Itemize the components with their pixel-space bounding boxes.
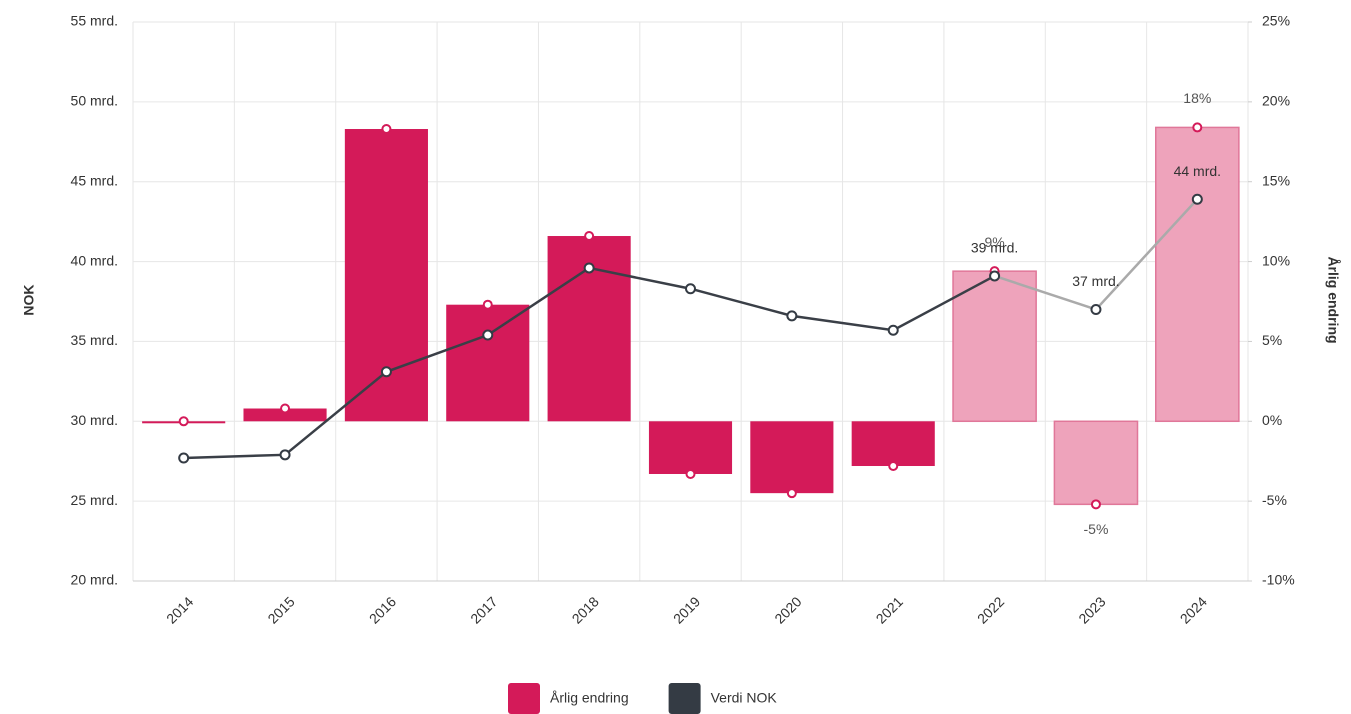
y-tick-label: 45 mrd.: [71, 172, 118, 188]
bar: [851, 421, 935, 467]
y2-axis-label: Årlig endring: [1325, 256, 1341, 343]
bar-marker: [786, 488, 797, 499]
bar-marker: [1192, 122, 1203, 133]
bar: [648, 421, 733, 474]
line-marker: [887, 324, 899, 336]
y-axis-label: NOK: [21, 284, 37, 315]
bar-marker: [888, 461, 899, 472]
y-tick-label: 20 mrd.: [71, 572, 118, 588]
y2-tick-label: -5%: [1262, 492, 1287, 508]
bar-marker: [280, 403, 291, 414]
line-marker: [583, 262, 595, 274]
legend-swatch: [668, 683, 701, 714]
y2-tick-label: -10%: [1262, 572, 1295, 588]
bar-value-label: 18%: [1183, 90, 1211, 106]
x-tick-label: 2014: [163, 593, 196, 626]
line-marker: [178, 452, 190, 464]
line-marker: [685, 283, 696, 295]
x-tick-label: 2023: [1075, 593, 1108, 626]
bar: [344, 129, 428, 422]
y2-tick-label: 15%: [1262, 172, 1290, 188]
bar: [952, 270, 1037, 423]
x-tick-label: 2019: [670, 593, 703, 626]
x-tick-label: 2017: [467, 593, 500, 626]
bar-value-label: -5%: [1084, 521, 1109, 537]
bar: [1155, 126, 1240, 423]
line-value-label: 44 mrd.: [1174, 163, 1221, 179]
line-marker: [482, 329, 494, 341]
bar: [750, 421, 834, 494]
y-tick-label: 55 mrd.: [71, 13, 118, 29]
y2-tick-label: 20%: [1262, 93, 1290, 109]
y-tick-label: 30 mrd.: [71, 412, 118, 428]
bar: [446, 304, 530, 422]
y2-tick-label: 10%: [1262, 252, 1290, 268]
y-tick-label: 40 mrd.: [71, 252, 118, 268]
bar-marker: [584, 231, 595, 242]
y2-tick-label: 5%: [1262, 332, 1282, 348]
y-tick-label: 25 mrd.: [71, 492, 118, 508]
line-value-label: 39 mrd.: [971, 240, 1018, 256]
bar-marker: [381, 124, 392, 135]
line-marker: [380, 366, 392, 378]
x-tick-label: 2015: [264, 593, 297, 626]
y-tick-label: 35 mrd.: [71, 332, 118, 348]
bar: [243, 408, 327, 422]
line-marker: [786, 310, 798, 322]
y-tick-label: 50 mrd.: [71, 93, 118, 109]
line-value-label: 37 mrd.: [1072, 273, 1119, 289]
y2-tick-label: 25%: [1262, 13, 1290, 29]
line-marker: [279, 449, 291, 461]
x-tick-label: 2016: [366, 593, 399, 626]
legend-label: Årlig endring: [550, 690, 629, 706]
x-tick-label: 2022: [974, 593, 1007, 626]
bar-marker: [685, 468, 696, 479]
bar-marker: [178, 416, 189, 427]
x-tick-label: 2018: [569, 593, 602, 626]
x-tick-label: 2024: [1177, 593, 1210, 626]
bar-value-label: 9%: [984, 234, 1004, 250]
bar: [1053, 420, 1139, 506]
x-tick-label: 2021: [873, 593, 906, 626]
bar-marker: [482, 299, 493, 310]
line-marker: [989, 270, 1001, 282]
line-marker: [1090, 303, 1102, 315]
legend-swatch: [508, 683, 540, 714]
line-marker: [1191, 193, 1203, 205]
x-tick-label: 2020: [771, 593, 804, 626]
legend-label: Verdi NOK: [711, 690, 778, 706]
y2-tick-label: 0%: [1262, 412, 1282, 428]
bar-marker: [1090, 499, 1101, 510]
